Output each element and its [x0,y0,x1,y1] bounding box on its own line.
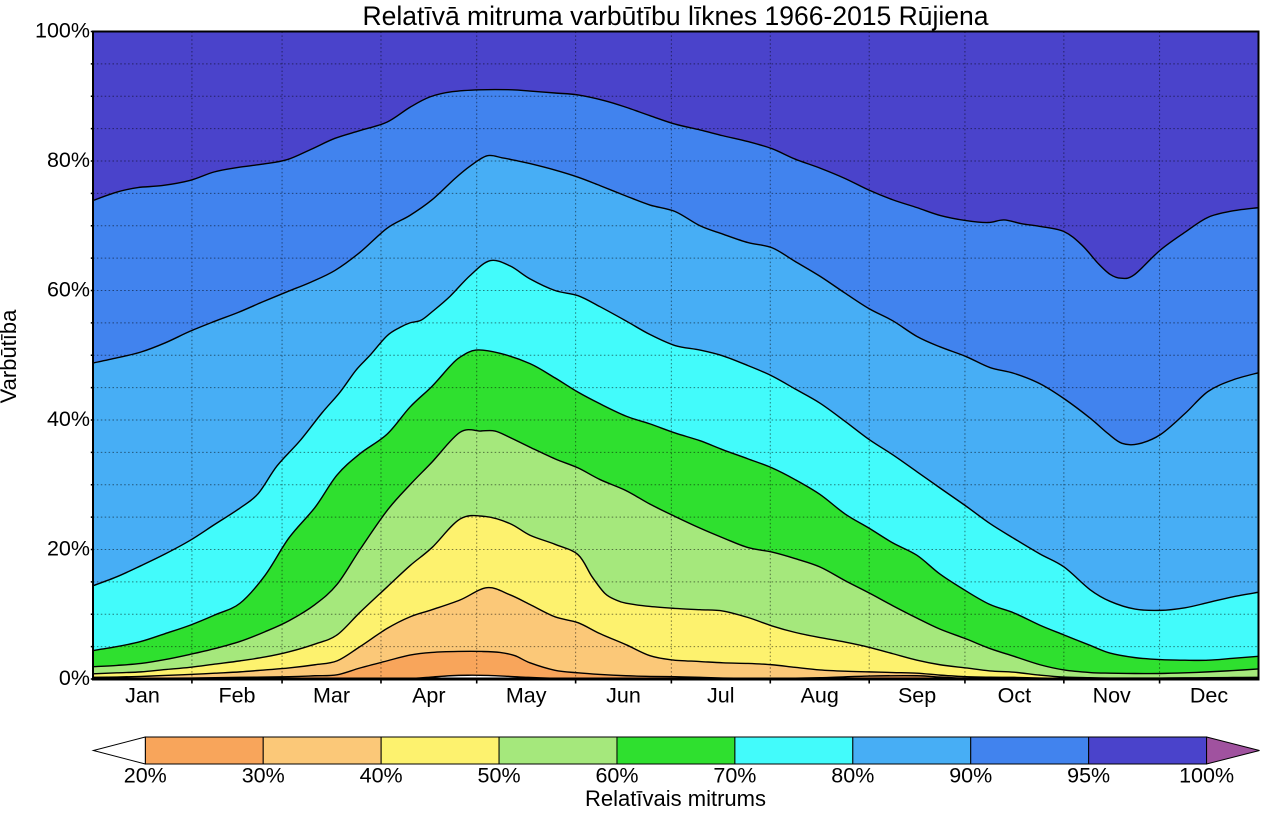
svg-text:Varbūtība: Varbūtība [0,309,21,404]
svg-text:Jul: Jul [707,683,734,707]
svg-text:50%: 50% [478,764,521,788]
svg-text:Jan: Jan [125,683,160,707]
svg-text:Apr: Apr [412,683,445,707]
svg-text:70%: 70% [713,764,756,788]
svg-text:Relatīvā mitruma varbūtību līk: Relatīvā mitruma varbūtību līknes 1966-2… [362,1,988,31]
svg-text:60%: 60% [47,278,90,302]
svg-text:100%: 100% [35,19,90,43]
svg-text:Jun: Jun [606,683,641,707]
svg-text:Feb: Feb [218,683,255,707]
svg-text:Sep: Sep [898,683,936,707]
svg-text:20%: 20% [47,537,90,561]
svg-text:Mar: Mar [313,683,350,707]
svg-text:60%: 60% [595,764,638,788]
svg-text:Aug: Aug [801,683,839,707]
svg-text:Oct: Oct [998,683,1031,707]
svg-text:90%: 90% [949,764,992,788]
svg-text:80%: 80% [47,148,90,172]
svg-text:40%: 40% [47,407,90,431]
svg-text:100%: 100% [1179,764,1234,788]
svg-text:May: May [506,683,547,707]
svg-text:80%: 80% [831,764,874,788]
svg-text:Relatīvais mitrums: Relatīvais mitrums [585,786,766,811]
svg-text:30%: 30% [242,764,285,788]
svg-text:Dec: Dec [1190,683,1228,707]
svg-text:40%: 40% [360,764,403,788]
svg-text:Nov: Nov [1093,683,1131,707]
svg-text:95%: 95% [1067,764,1110,788]
svg-text:0%: 0% [59,666,90,690]
svg-text:20%: 20% [124,764,167,788]
